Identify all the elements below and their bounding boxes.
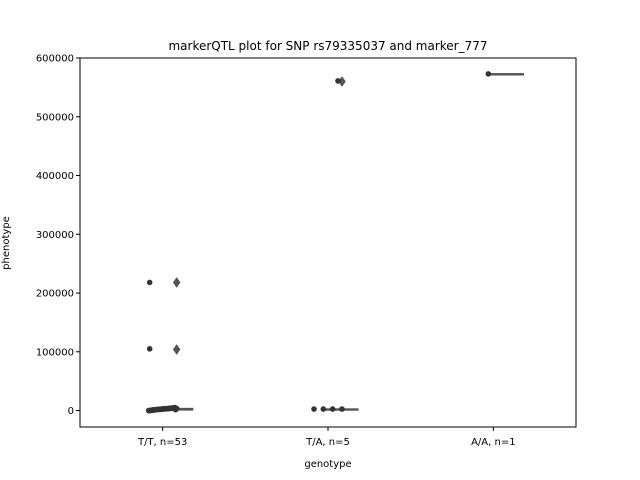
plot-area [79,57,577,428]
y-axis-label: phenotype [1,216,12,270]
data-point [146,346,153,352]
box-outlier [172,277,181,288]
y-tick-label: 0 [68,406,74,417]
data-point [485,71,492,77]
y-tick-label: 100000 [36,347,74,358]
data-point [311,406,317,412]
box-outlier [172,344,181,355]
data-point [173,405,180,412]
y-tick-label: 400000 [36,171,74,182]
box-series [160,73,524,411]
x-tick-label: T/A, n=5 [305,437,350,448]
data-point [320,406,327,412]
y-axis: 0 100000 200000 300000 400000 500000 600000 [36,54,80,417]
x-axis-label: genotype [304,459,351,470]
x-axis: T/T, n=53 T/A, n=5 A/A, n=1 [137,427,516,448]
data-point [339,406,345,412]
y-tick-label: 600000 [36,54,74,65]
point-series [145,71,492,414]
y-tick-label: 500000 [36,112,74,123]
y-tick-label: 200000 [36,289,74,300]
chart-title: markerQTL plot for SNP rs79335037 and ma… [168,39,487,53]
data-point [146,279,153,286]
x-tick-label: T/T, n=53 [137,437,187,448]
y-tick-label: 300000 [36,230,74,241]
x-tick-label: A/A, n=1 [471,437,516,448]
data-point [335,78,341,84]
data-point [329,406,336,412]
